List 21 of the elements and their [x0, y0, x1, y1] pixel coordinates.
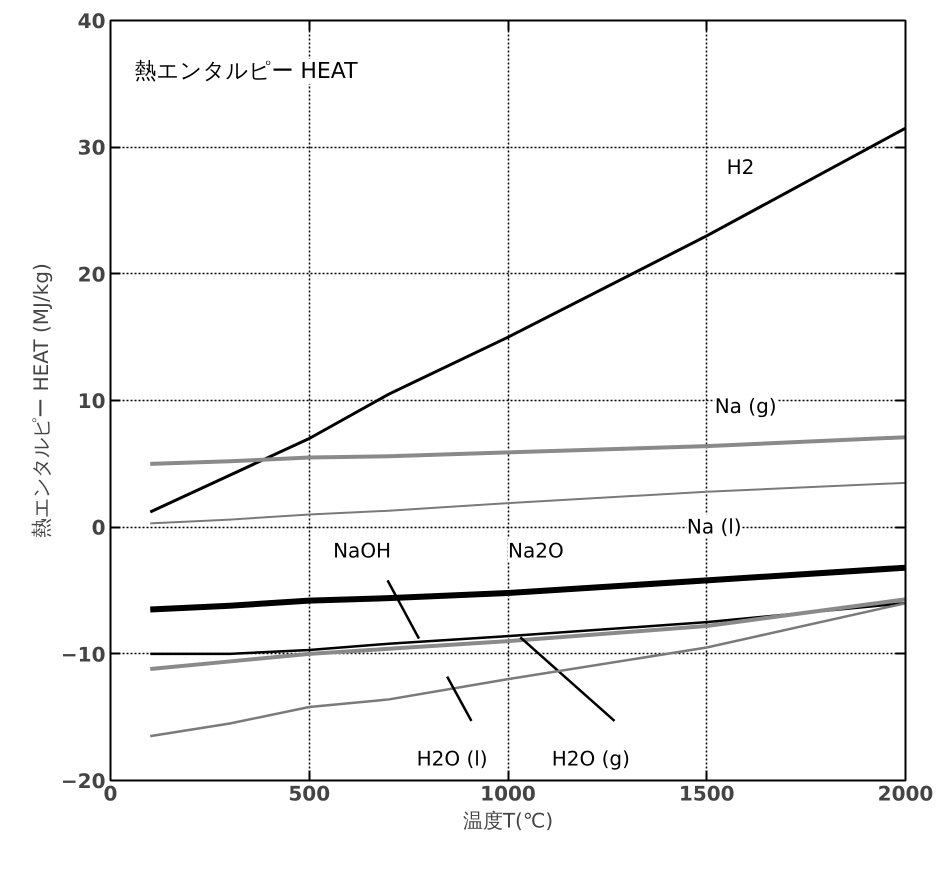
x-tick-label: 500 — [288, 782, 330, 806]
text: 熱エンタルピー HEAT — [134, 58, 358, 84]
y-tick-label: 10 — [78, 389, 106, 413]
series-label: Na (g) — [714, 394, 777, 418]
text: H2O (l) — [416, 746, 488, 770]
series-label: Na (l) — [686, 514, 742, 539]
y-tick-label: 40 — [78, 9, 106, 33]
y-axis-title: 熱エンタルピー HEAT (MJ/kg) — [28, 263, 53, 538]
series-label: H2 — [726, 154, 754, 179]
text: NaOH — [333, 538, 392, 563]
x-tick-label: 2000 — [878, 782, 934, 806]
text: H2O (g) — [552, 746, 630, 770]
y-tick-label: 0 — [92, 516, 106, 540]
x-tick-label: 1000 — [480, 782, 536, 806]
y-tick-label: 30 — [78, 136, 106, 160]
series-label: Na2O — [508, 538, 564, 563]
x-axis-title: 温度T(℃) — [462, 808, 554, 832]
x-tick-label: 1500 — [678, 782, 735, 806]
y-tick-label: −10 — [60, 642, 106, 666]
y-tick-label: 20 — [78, 262, 106, 286]
y-tick-label: −20 — [60, 769, 106, 793]
